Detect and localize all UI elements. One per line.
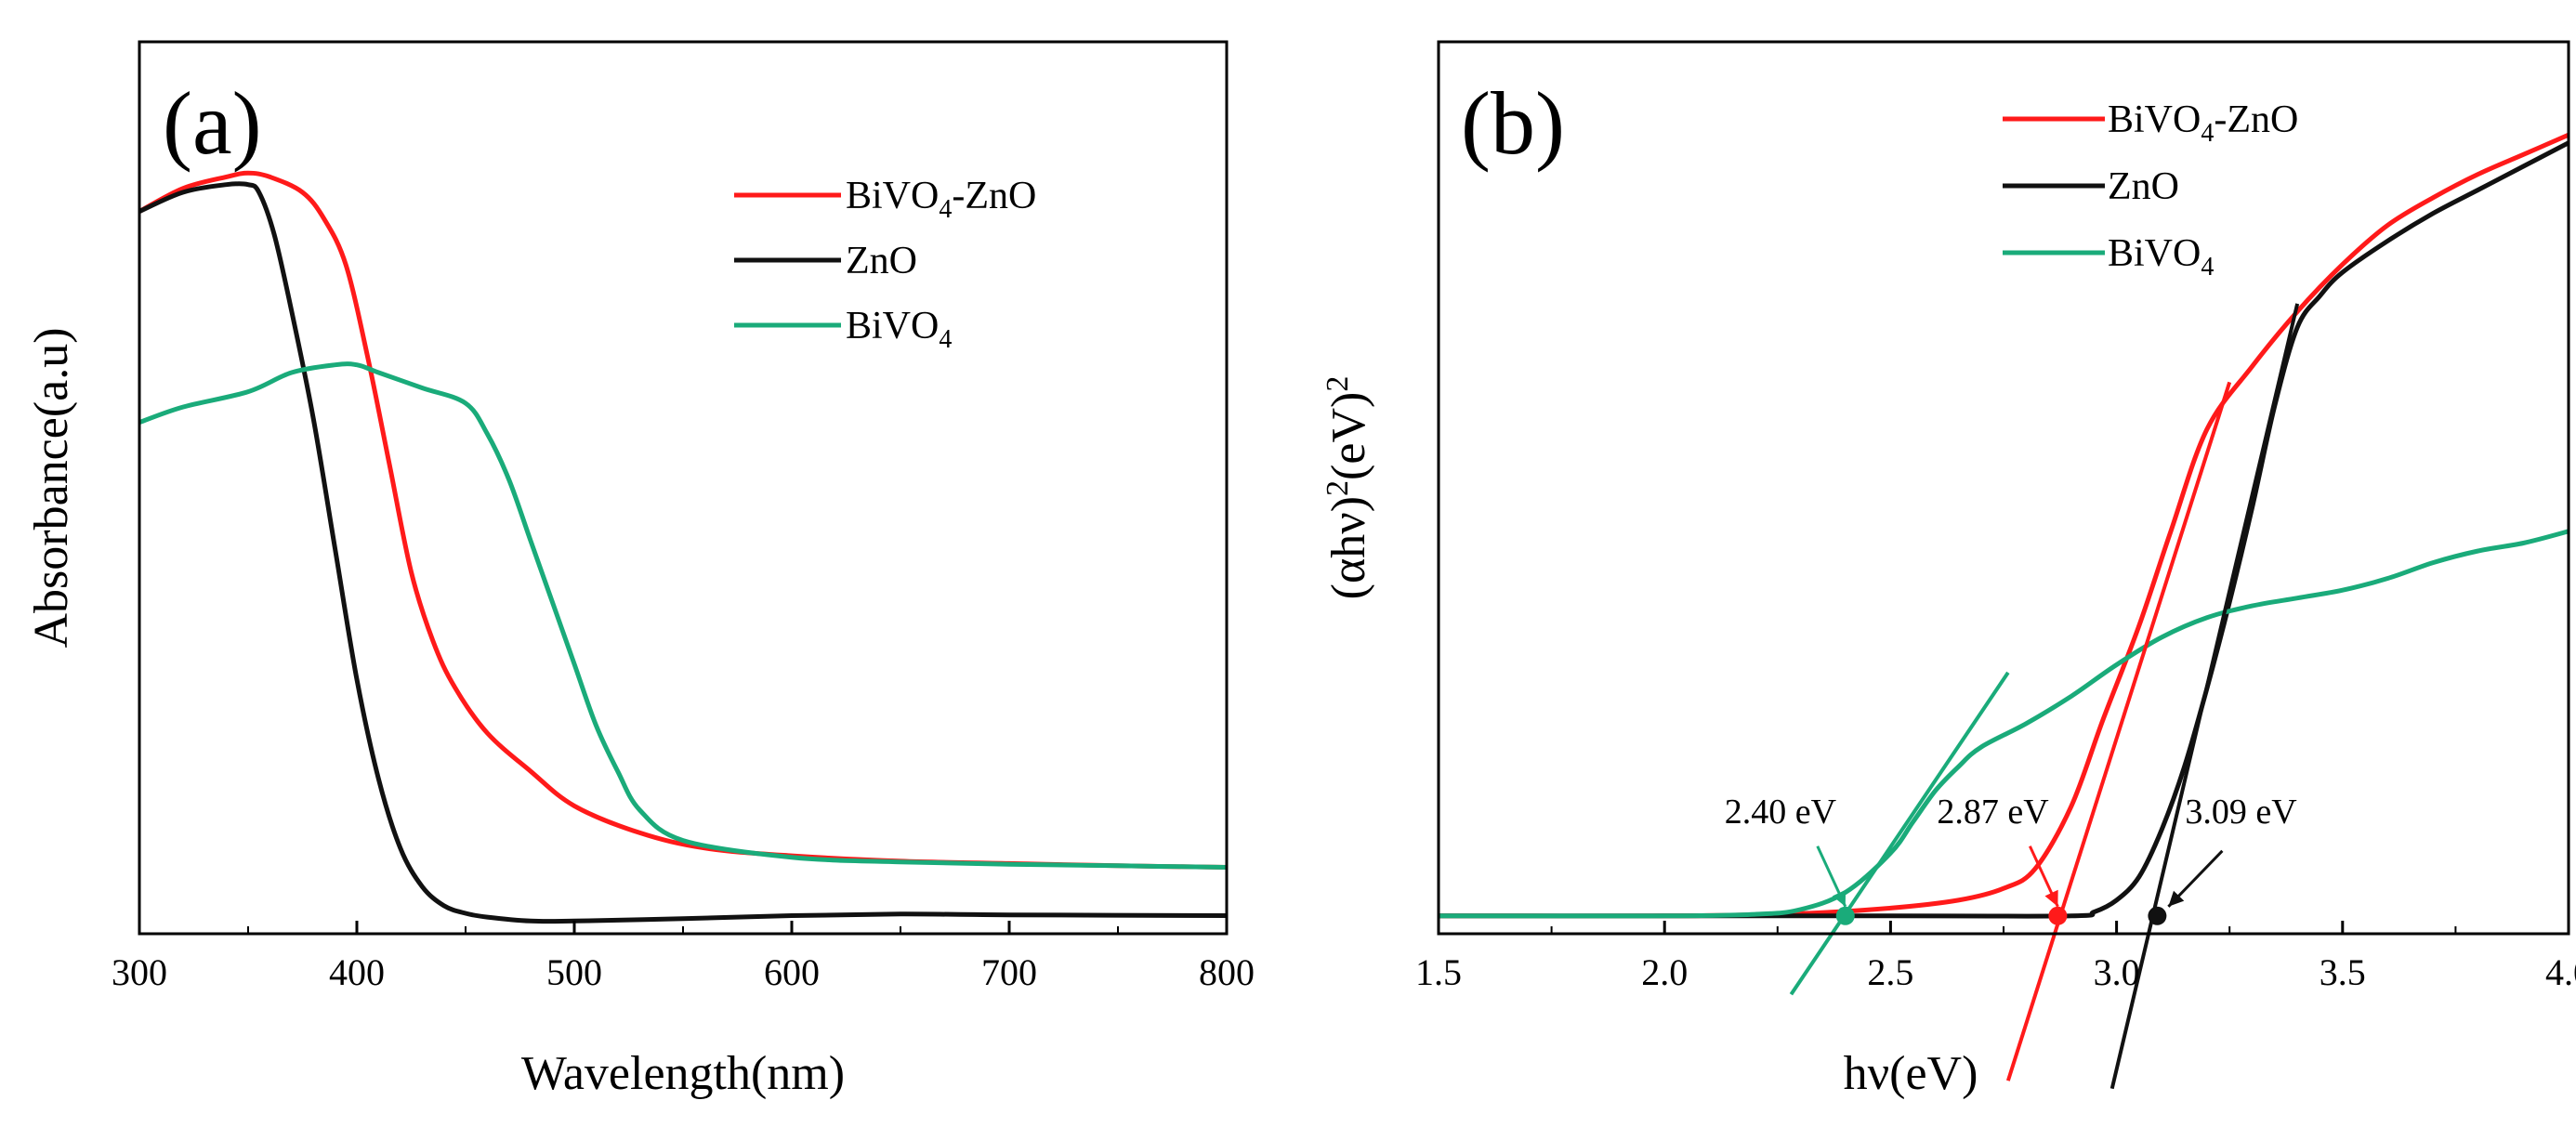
panel-a: 300 400 500 600 700 800 (a) Wavelength(nm) Ab… (25, 40, 1255, 1100)
panel-b-frame (1437, 40, 2570, 936)
panel-a-x-tick-label: 600 (764, 951, 820, 993)
panel-b-y-label-sup2: 2 (1321, 376, 1355, 392)
panel-a-x-tick-label: 700 (981, 951, 1037, 993)
panel-b-x-tick-label: 4.0 (2545, 951, 2576, 993)
legend-text: BiVO (846, 175, 939, 217)
panel-b-tangent-bivo4-zno (2005, 381, 2232, 1081)
panel-b-tangent-bivo4 (1789, 671, 2010, 996)
panel-a-series-zno (139, 181, 1227, 924)
panel-b-y-label-sup1: 2 (1321, 480, 1355, 496)
panel-b-intercept-marker (2148, 906, 2167, 925)
panel-b-x-tick-label: 2.5 (1867, 951, 1913, 993)
legend-text: BiVO (2108, 98, 2201, 141)
panel-b-annotation-arrowhead (1832, 889, 1847, 907)
panel-b-annotation-arrowhead (2168, 890, 2185, 907)
panel-b-intercept-marker (2048, 906, 2068, 925)
panel-a-plot-area (139, 170, 1227, 924)
panel-b-tangent-lines (1789, 303, 2300, 1090)
panel-b-legend-label-bivo4-zno: BiVO4-ZnO (2108, 98, 2298, 148)
legend-text: BiVO (2108, 232, 2201, 275)
panel-b-tangent-zno (2109, 303, 2300, 1090)
panel-b-x-ticks: 1.5 2.0 2.5 3.0 3.5 4.0 (1415, 921, 2576, 993)
panel-b-annotations: 2.40 eV 2.87 eV 3.09 eV (1725, 793, 2297, 925)
panel-b-x-tick-label: 1.5 (1415, 951, 1462, 993)
panel-a-x-ticks: 300 400 500 600 700 800 (112, 921, 1255, 993)
panel-b-y-label-main: (αhν) (1322, 496, 1375, 599)
legend-subscript: 4 (939, 325, 952, 354)
panel-b-x-tick-label: 3.5 (2320, 951, 2366, 993)
panel-a-series-bivo4-zno (139, 170, 1227, 870)
panel-a-x-tick-label: 800 (1199, 951, 1255, 993)
panel-a-x-axis-label: Wavelength(nm) (521, 1047, 845, 1100)
legend-subscript: 4 (2201, 253, 2214, 282)
legend-text: ZnO (2108, 165, 2179, 208)
panel-b-series-bivo4 (1439, 529, 2569, 919)
panel-b-legend-label-bivo4: BiVO4 (2108, 232, 2214, 282)
panel-b-bandgap-label: 3.09 eV (2185, 793, 2297, 832)
panel-b-annotation-arrowhead (2044, 889, 2058, 907)
panel-a-series-bivo4 (139, 361, 1227, 870)
panel-a-x-tick-label: 500 (546, 951, 602, 993)
panel-a-legend-label-bivo4-zno: BiVO4-ZnO (846, 175, 1036, 224)
legend-subscript: 4 (2201, 119, 2214, 148)
panel-b-legend-label-zno: ZnO (2108, 165, 2179, 208)
panel-a-legend-label-zno: ZnO (846, 240, 917, 282)
legend-subscript: 4 (939, 195, 952, 224)
panel-b-label: (b) (1461, 73, 1565, 173)
legend-text: BiVO (846, 305, 939, 347)
legend-suffix: -ZnO (2214, 98, 2298, 141)
legend-text: ZnO (846, 240, 917, 282)
panel-b-intercept-marker (1835, 906, 1855, 925)
panel-b-bandgap-label: 2.87 eV (1937, 793, 2049, 832)
panel-b: 2.40 eV 2.87 eV 3.09 eV 1.5 2.0 2.5 3.0 3.5 4.0… (1321, 40, 2576, 1100)
legend-suffix: -ZnO (952, 175, 1036, 217)
panel-a-y-axis-label: Absorbance(a.u) (25, 327, 78, 648)
panel-a-x-tick-label: 400 (329, 951, 385, 993)
panel-a-legend-label-bivo4: BiVO4 (846, 305, 952, 354)
panel-a-frame (138, 40, 1229, 936)
panel-b-y-label-mid: (eV) (1322, 392, 1375, 480)
panel-a-x-tick-label: 300 (112, 951, 167, 993)
panel-b-series-bivo4-zno (1439, 132, 2569, 919)
panel-a-label: (a) (163, 73, 262, 173)
panel-b-x-axis-label: hν(eV) (1844, 1047, 1978, 1100)
panel-b-bandgap-label: 2.40 eV (1725, 793, 1837, 832)
panel-b-x-tick-label: 3.0 (2094, 951, 2140, 993)
panel-b-x-tick-label: 2.0 (1641, 951, 1688, 993)
panel-b-y-axis-label: (αhν)2(eV)2 (1321, 376, 1376, 600)
